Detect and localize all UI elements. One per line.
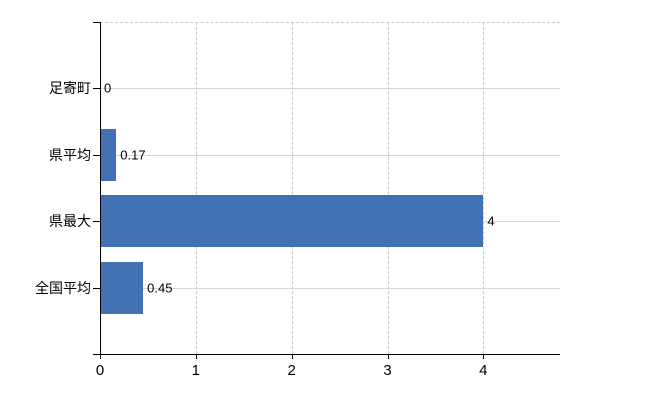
plot-top-border bbox=[100, 22, 560, 23]
bar-value-label: 0 bbox=[104, 80, 112, 96]
x-axis-tick bbox=[387, 354, 389, 359]
x-axis-tick-label: 4 bbox=[479, 362, 488, 379]
x-axis-line bbox=[93, 354, 560, 355]
y-axis-tick bbox=[93, 154, 100, 156]
x-axis-tick bbox=[195, 354, 197, 359]
x-axis-tick-label: 0 bbox=[95, 362, 105, 379]
gridline-vertical bbox=[291, 22, 293, 354]
category-label: 県平均 bbox=[49, 146, 91, 163]
x-axis-tick-label: 3 bbox=[383, 362, 392, 379]
y-axis-line bbox=[100, 22, 101, 354]
x-axis-tick bbox=[291, 354, 293, 359]
x-axis-tick bbox=[483, 354, 485, 359]
gridline-horizontal bbox=[100, 154, 560, 156]
y-axis-tick bbox=[93, 221, 100, 223]
x-axis-tick-label: 2 bbox=[287, 362, 296, 379]
bar bbox=[101, 261, 144, 314]
bar bbox=[101, 195, 484, 248]
gridline-horizontal bbox=[100, 287, 560, 289]
y-axis-tick bbox=[93, 22, 100, 23]
category-label: 足寄町 bbox=[49, 80, 91, 97]
gridline-vertical bbox=[387, 22, 389, 354]
bar bbox=[101, 128, 117, 181]
gridline-vertical bbox=[195, 22, 197, 354]
x-axis-tick-label: 1 bbox=[191, 362, 200, 379]
bar-value-label: 0.17 bbox=[120, 147, 146, 163]
bar-value-label: 0.45 bbox=[147, 280, 173, 296]
x-axis-tick bbox=[100, 354, 101, 359]
bar-value-label: 4 bbox=[487, 213, 495, 229]
gridline-horizontal bbox=[100, 88, 560, 90]
y-axis-tick bbox=[93, 287, 100, 289]
gridline-vertical bbox=[483, 22, 485, 354]
category-label: 県最大 bbox=[49, 213, 91, 230]
category-label: 全国平均 bbox=[35, 279, 91, 296]
y-axis-tick bbox=[93, 88, 100, 90]
